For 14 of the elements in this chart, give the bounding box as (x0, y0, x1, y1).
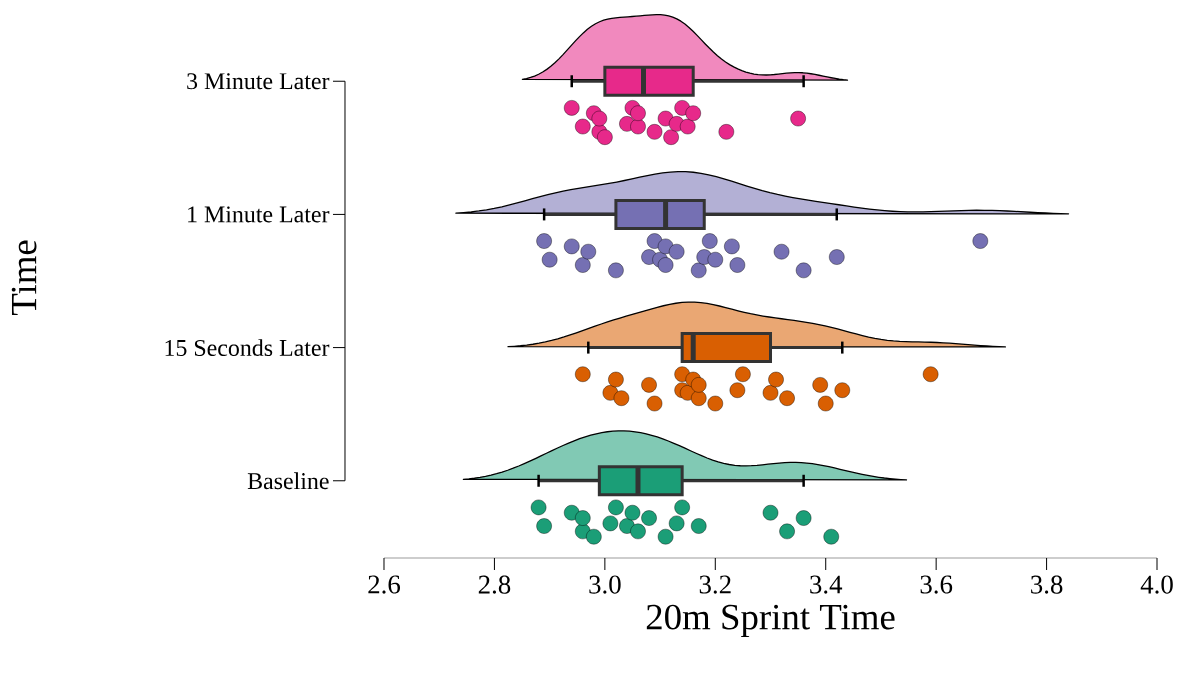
x-tick-label: 4.0 (1140, 575, 1173, 594)
x-tick-label: 3.0 (589, 575, 621, 594)
y-axis-title: Time (11, 240, 37, 316)
y-tick-label: 15 Seconds Later (165, 339, 330, 356)
y-tick-label: 3 Minute Later (187, 73, 330, 90)
x-tick-label: 2.6 (368, 575, 401, 594)
x-tick-label: 3.2 (699, 575, 731, 594)
x-tick-label: 3.6 (920, 575, 953, 594)
y-tick-label: Baseline (247, 472, 329, 490)
x-tick-label: 2.8 (478, 575, 511, 594)
y-tick-label: 1 Minute Later (188, 206, 330, 223)
x-tick-label: 3.4 (810, 575, 843, 594)
x-axis-title: 20m Sprint Time (646, 604, 895, 637)
x-tick-label: 3.8 (1031, 575, 1063, 594)
